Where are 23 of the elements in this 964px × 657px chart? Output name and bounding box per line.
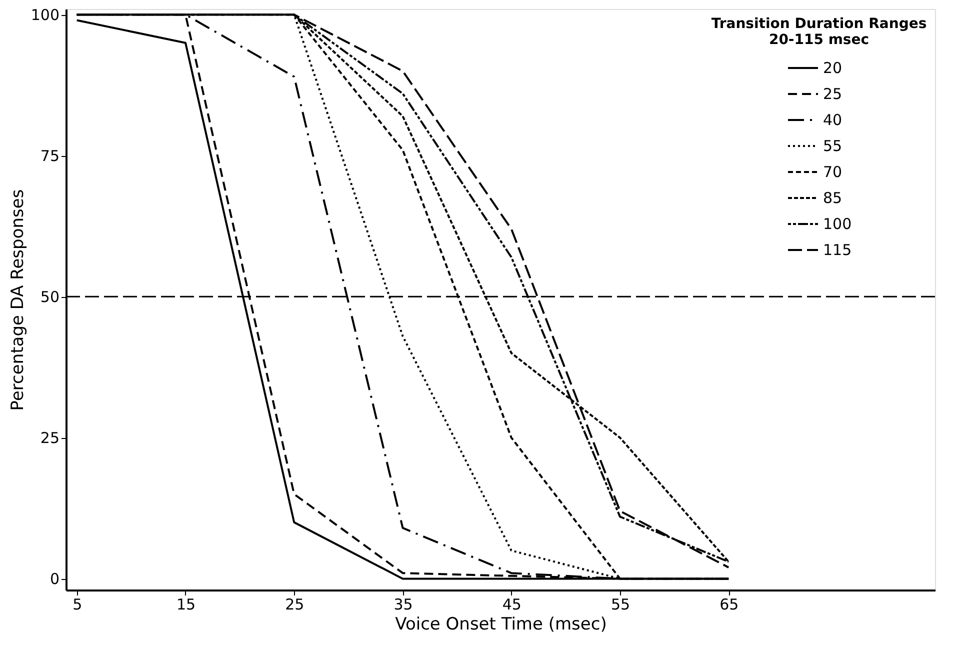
y-tick-label: 75 <box>40 147 60 166</box>
x-axis-title: Voice Onset Time (msec) <box>395 614 607 634</box>
legend-label: 20 <box>823 59 842 77</box>
x-tick-label: 25 <box>285 596 304 614</box>
legend-label: 40 <box>823 111 842 129</box>
legend-label: 55 <box>823 137 842 155</box>
legend-label: 100 <box>823 215 852 233</box>
x-tick-label: 45 <box>502 596 522 614</box>
y-tick-label: 25 <box>40 429 60 448</box>
y-tick-label: 50 <box>40 288 60 306</box>
legend-label: 115 <box>823 241 852 259</box>
x-tick-label: 35 <box>394 596 413 614</box>
x-tick-label: 5 <box>72 596 82 614</box>
legend-label: 70 <box>823 163 842 181</box>
legend-label: 85 <box>823 189 842 207</box>
x-tick-label: 15 <box>176 596 196 614</box>
x-tick-label: 65 <box>720 596 739 614</box>
y-tick-label: 0 <box>50 570 60 588</box>
legend-label: 25 <box>823 85 842 103</box>
y-tick-label: 100 <box>30 6 60 24</box>
legend-title: Transition Duration Ranges 20-115 msec <box>711 16 927 48</box>
y-axis-title: Percentage DA Responses <box>8 189 28 411</box>
x-tick-label: 55 <box>610 596 630 614</box>
